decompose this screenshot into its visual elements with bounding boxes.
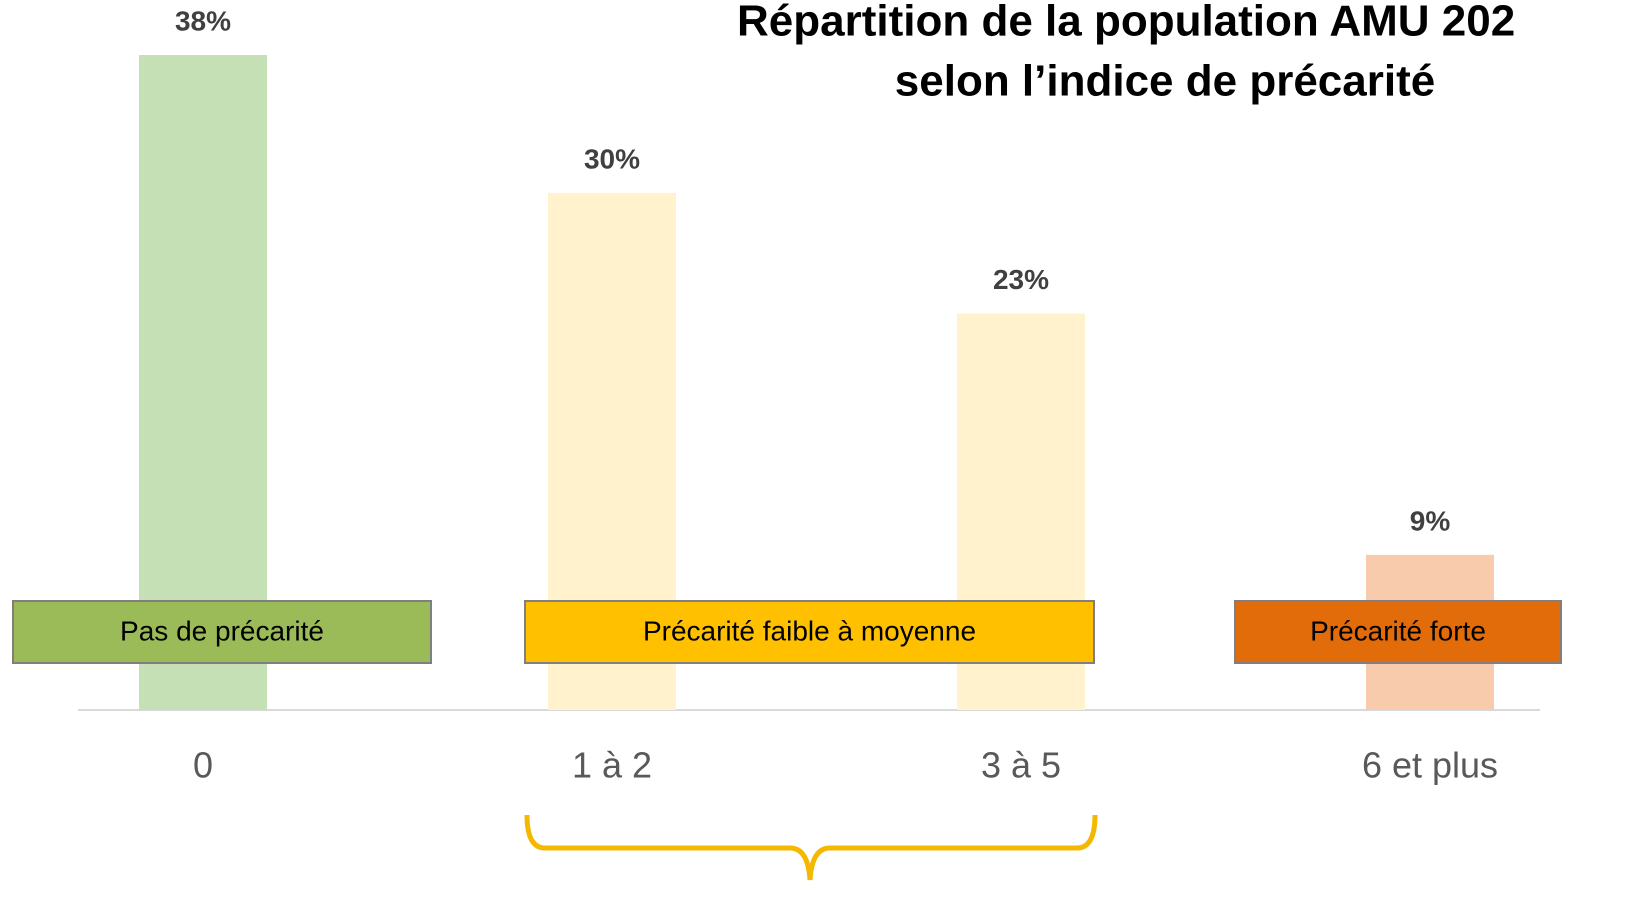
annotation-box (524, 600, 1095, 664)
x-tick-label: 3 à 5 (981, 745, 1061, 786)
brace (524, 814, 1098, 881)
annotation-box (1234, 600, 1562, 664)
annotation-label: Précarité faible à moyenne (643, 615, 976, 646)
value-label: 9% (1410, 505, 1451, 536)
annotation-label: Précarité forte (1310, 615, 1486, 646)
annotation-box (12, 600, 432, 664)
x-tick-label: 6 et plus (1362, 745, 1498, 786)
value-label: 23% (993, 264, 1049, 295)
value-label: 30% (584, 143, 640, 174)
chart-title: selon l’indice de précarité (895, 57, 1435, 106)
value-label: 38% (175, 5, 231, 36)
x-tick-label: 1 à 2 (572, 745, 652, 786)
chart-title: Répartition de la population AMU 202 (737, 0, 1515, 46)
x-tick-label: 0 (193, 745, 213, 786)
annotation-label: Pas de précarité (120, 615, 324, 646)
